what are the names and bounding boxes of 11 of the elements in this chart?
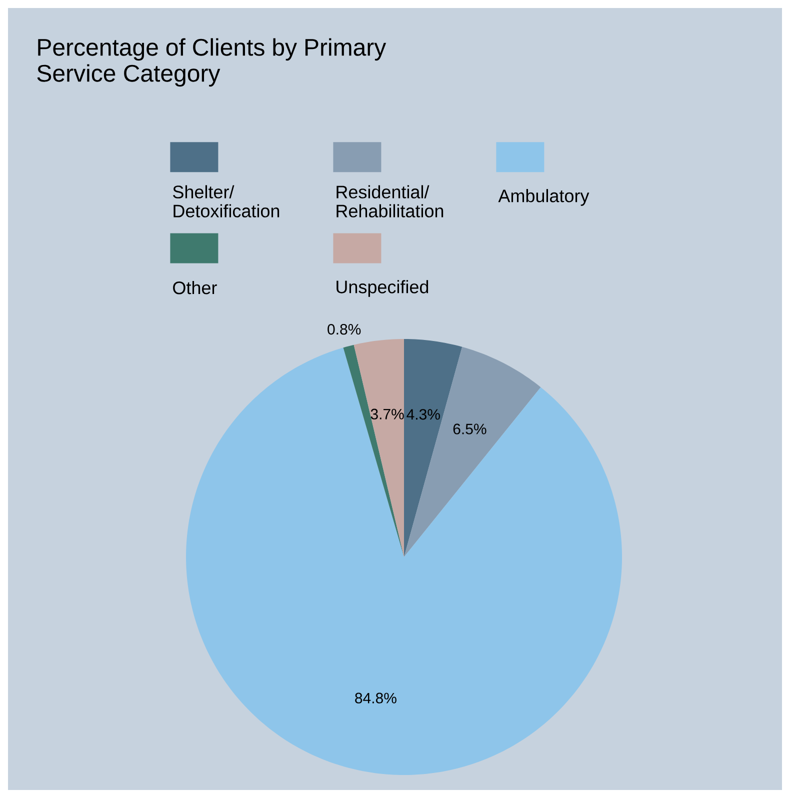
- legend-label: Residential/ Rehabilitation: [336, 185, 444, 218]
- chart-title: Percentage of Clients by Primary Service Category: [37, 38, 386, 87]
- legend-label: Ambulatory: [498, 189, 590, 206]
- data-label: 4.3%: [406, 409, 440, 420]
- legend-label: Shelter/ Detoxification: [173, 185, 280, 218]
- legend-label: Other: [173, 281, 217, 294]
- legend-label: Unspecified: [336, 280, 428, 297]
- data-label: 0.8%: [328, 324, 361, 335]
- data-label: 84.8%: [355, 692, 396, 704]
- data-label: 6.5%: [453, 424, 486, 434]
- data-label: 3.7%: [370, 408, 404, 420]
